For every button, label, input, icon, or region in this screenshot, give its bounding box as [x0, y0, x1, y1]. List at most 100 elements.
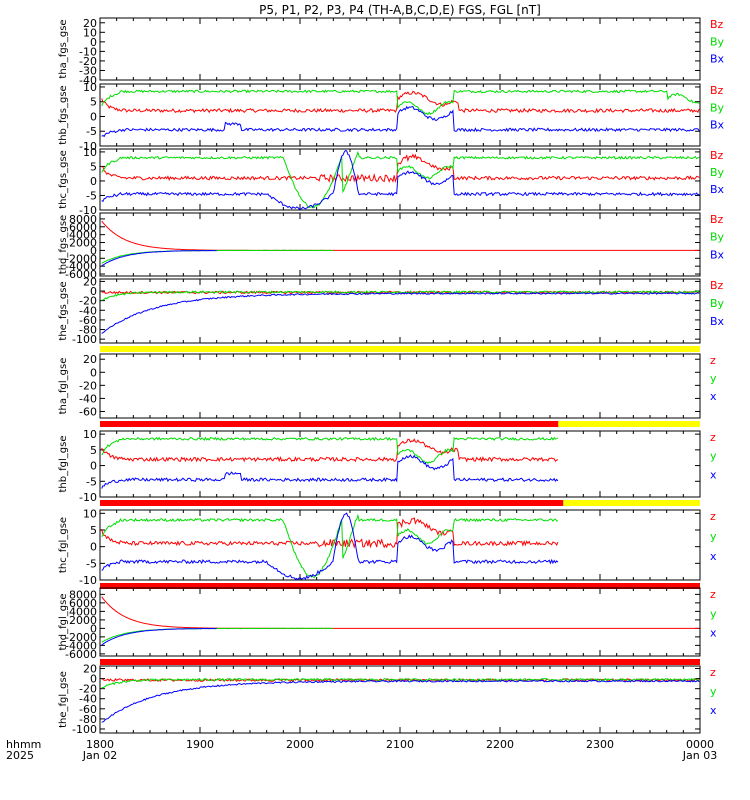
y-tick-label: -80: [79, 324, 97, 337]
y-tick-label: -20: [79, 379, 97, 392]
legend-x: x: [710, 468, 717, 481]
y-tick-label: 0: [90, 175, 97, 188]
x-tick-label: 0000: [686, 738, 714, 751]
y-tick-label: -20: [79, 55, 97, 68]
y-tick-label: 5: [90, 96, 97, 109]
y-tick-label: -10: [79, 204, 97, 217]
legend-y: y: [710, 530, 717, 543]
y-tick-label: 0: [90, 110, 97, 123]
y-tick-label: -5: [86, 125, 97, 138]
y-tick-label: 4000: [69, 605, 97, 618]
panel-thd_fgs_gse: 80006000400020000-2000-4000-6000thd_fgs_…: [58, 212, 725, 281]
y-tick-label: 0: [90, 36, 97, 49]
y-axis-label: thc_fgl_gse: [58, 517, 69, 573]
series-x: [101, 292, 700, 334]
legend-By: By: [710, 231, 725, 244]
series-y: [101, 677, 700, 689]
legend-Bx: Bx: [710, 119, 725, 132]
y-axis-label: thb_fgl_gse: [58, 436, 69, 493]
panel-frame: [99, 353, 701, 419]
quality-flag-bar: [100, 583, 700, 589]
legend-z: z: [710, 354, 716, 367]
series-y: [101, 150, 700, 209]
series-x: [101, 679, 700, 723]
y-tick-label: 10: [83, 146, 97, 159]
legend-y: y: [710, 607, 717, 620]
x-tick-date-label: Jan 02: [82, 749, 117, 762]
y-tick-label: 8000: [69, 213, 97, 226]
quality-flag-bar: [558, 421, 700, 427]
y-tick-label: -2000: [65, 252, 97, 265]
y-tick-label: -5: [86, 557, 97, 570]
y-tick-label: 20: [83, 663, 97, 676]
series-z: [101, 153, 700, 184]
y-tick-label: 0: [90, 622, 97, 635]
time-axis-label-hhmm: hhmm: [6, 738, 41, 751]
y-tick-label: 5: [90, 444, 97, 457]
y-axis-label: thb_fgs_gse: [58, 85, 69, 144]
panel-thc_fgs_gse: 105 0-5 -10 thc_fgs_gse Bz By Bx: [58, 146, 725, 217]
y-tick-label: 20: [83, 17, 97, 30]
y-tick-label: -30: [79, 64, 97, 77]
y-tick-label: -20: [79, 295, 97, 308]
legend-Bx: Bx: [710, 248, 725, 261]
legend-z: z: [710, 666, 716, 679]
series-x: [101, 150, 700, 210]
x-tick-label: 2300: [586, 738, 614, 751]
y-tick-label: -40: [79, 74, 97, 87]
y-tick-label: 20: [83, 353, 97, 366]
y-axis-label: thd_fgs_gse: [58, 215, 69, 274]
y-tick-label: 5: [90, 160, 97, 173]
legend-By: By: [710, 35, 725, 48]
panel-thb_fgs_gse: 10 50 -5 -10 thb_fgs_gse Bz By Bx: [58, 81, 725, 153]
y-tick-label: 0: [90, 541, 97, 554]
legend-Bz: Bz: [710, 149, 724, 162]
series-z: [101, 517, 559, 549]
quality-flag-bar: [100, 421, 559, 427]
series-x: [101, 627, 217, 646]
quality-flag-bar: [100, 659, 700, 665]
legend-x: x: [710, 704, 717, 717]
y-tick-label: -100: [72, 723, 97, 736]
legend-x: x: [710, 627, 717, 640]
series-x: [101, 105, 700, 138]
y-tick-label: 2000: [69, 614, 97, 627]
y-tick-label: 0: [90, 366, 97, 379]
y-tick-label: -6000: [65, 648, 97, 661]
y-tick-label: -10: [79, 140, 97, 153]
y-tick-label: -20: [79, 683, 97, 696]
y-tick-label: -4000: [65, 639, 97, 652]
panel-frame: [99, 212, 701, 277]
y-axis-label: tha_fgl_gse: [58, 358, 69, 415]
legend-y: y: [710, 685, 717, 698]
panel-frame: [99, 17, 701, 81]
y-tick-label: -4000: [65, 260, 97, 273]
y-tick-label: 0: [90, 460, 97, 473]
y-tick-label: -2000: [65, 631, 97, 644]
legend-x: x: [710, 550, 717, 563]
y-tick-label: 0: [90, 285, 97, 298]
panel-frame: [99, 430, 701, 498]
y-axis-label: the_fgl_gse: [58, 671, 69, 728]
series-z: [101, 596, 700, 629]
y-tick-label: 8000: [69, 588, 97, 601]
x-tick-date-label: Jan 03: [682, 749, 717, 762]
legend-z: z: [710, 431, 716, 444]
legend-Bx: Bx: [710, 315, 725, 328]
y-tick-label: 6000: [69, 221, 97, 234]
y-tick-label: -60: [79, 703, 97, 716]
legend-Bz: Bz: [710, 279, 724, 292]
y-tick-label: -10: [79, 491, 97, 504]
y-tick-label: -5: [86, 189, 97, 202]
panel-frame: [99, 83, 701, 147]
legend-By: By: [710, 297, 725, 310]
y-tick-label: -10: [79, 574, 97, 587]
y-tick-label: 10: [83, 26, 97, 39]
legend-z: z: [710, 510, 716, 523]
panel-thb_fgl_gse: 10 5 0 -5 -10 thb_fgl_gse zyx: [58, 428, 717, 506]
